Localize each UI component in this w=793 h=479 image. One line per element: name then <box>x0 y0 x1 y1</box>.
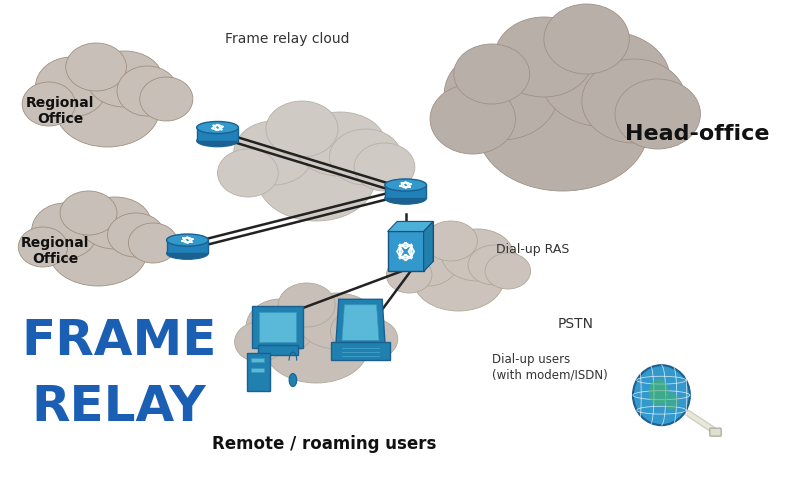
Ellipse shape <box>354 143 415 191</box>
Ellipse shape <box>197 122 239 134</box>
Ellipse shape <box>264 311 369 383</box>
Ellipse shape <box>665 392 679 410</box>
Ellipse shape <box>468 245 521 285</box>
Ellipse shape <box>385 192 427 204</box>
Ellipse shape <box>235 322 284 362</box>
Ellipse shape <box>197 135 239 147</box>
Ellipse shape <box>615 79 700 149</box>
Ellipse shape <box>297 293 377 349</box>
Ellipse shape <box>32 203 98 259</box>
Text: PSTN: PSTN <box>558 317 594 331</box>
Ellipse shape <box>108 213 164 257</box>
Ellipse shape <box>413 247 504 311</box>
Polygon shape <box>423 221 433 272</box>
Ellipse shape <box>477 67 648 191</box>
Ellipse shape <box>234 121 313 185</box>
Ellipse shape <box>398 236 458 286</box>
Ellipse shape <box>246 299 314 355</box>
FancyBboxPatch shape <box>251 368 264 372</box>
Ellipse shape <box>79 197 151 249</box>
Text: FRAME: FRAME <box>21 317 216 365</box>
Text: Dial-up RAS: Dial-up RAS <box>496 242 570 255</box>
Ellipse shape <box>649 379 668 406</box>
FancyBboxPatch shape <box>385 185 427 198</box>
FancyBboxPatch shape <box>247 353 270 391</box>
Ellipse shape <box>385 179 427 191</box>
FancyBboxPatch shape <box>258 345 297 355</box>
Ellipse shape <box>454 44 530 104</box>
Ellipse shape <box>294 112 385 176</box>
FancyBboxPatch shape <box>388 231 423 272</box>
Circle shape <box>633 365 690 425</box>
FancyBboxPatch shape <box>259 312 297 342</box>
Ellipse shape <box>36 57 108 117</box>
Ellipse shape <box>329 129 401 185</box>
Ellipse shape <box>66 43 126 91</box>
FancyBboxPatch shape <box>252 306 304 348</box>
FancyBboxPatch shape <box>167 240 209 253</box>
Polygon shape <box>335 299 385 345</box>
Ellipse shape <box>386 257 432 293</box>
Ellipse shape <box>424 221 477 261</box>
Ellipse shape <box>258 137 375 221</box>
Text: Regional
Office: Regional Office <box>21 236 90 266</box>
Ellipse shape <box>331 309 387 353</box>
FancyBboxPatch shape <box>251 358 264 362</box>
Polygon shape <box>388 221 433 231</box>
Text: RELAY: RELAY <box>32 383 206 431</box>
Ellipse shape <box>128 223 178 263</box>
Text: Dial-up users
(with modem/ISDN): Dial-up users (with modem/ISDN) <box>492 353 607 381</box>
Ellipse shape <box>60 191 117 235</box>
Text: Head-office: Head-office <box>625 124 769 144</box>
Polygon shape <box>342 305 379 340</box>
Ellipse shape <box>430 84 515 154</box>
Ellipse shape <box>541 31 670 127</box>
Ellipse shape <box>217 149 278 197</box>
Ellipse shape <box>167 234 209 246</box>
Ellipse shape <box>582 59 686 143</box>
Ellipse shape <box>289 374 297 387</box>
Ellipse shape <box>485 253 531 289</box>
Ellipse shape <box>444 48 558 140</box>
Ellipse shape <box>544 4 630 74</box>
Text: Regional
Office: Regional Office <box>26 96 94 126</box>
Ellipse shape <box>167 247 209 259</box>
Ellipse shape <box>117 66 178 116</box>
Text: Frame relay cloud: Frame relay cloud <box>225 32 350 46</box>
Ellipse shape <box>56 71 159 147</box>
Ellipse shape <box>348 319 398 359</box>
Ellipse shape <box>266 101 338 157</box>
FancyBboxPatch shape <box>331 342 390 360</box>
FancyBboxPatch shape <box>397 221 433 262</box>
Text: Remote / roaming users: Remote / roaming users <box>212 435 436 453</box>
Ellipse shape <box>18 227 67 267</box>
FancyBboxPatch shape <box>197 127 239 141</box>
Ellipse shape <box>48 216 147 286</box>
Ellipse shape <box>495 17 593 97</box>
Ellipse shape <box>278 283 335 327</box>
Ellipse shape <box>86 51 163 107</box>
Ellipse shape <box>442 229 514 281</box>
Ellipse shape <box>22 82 75 126</box>
Ellipse shape <box>140 77 193 121</box>
FancyBboxPatch shape <box>710 428 721 436</box>
